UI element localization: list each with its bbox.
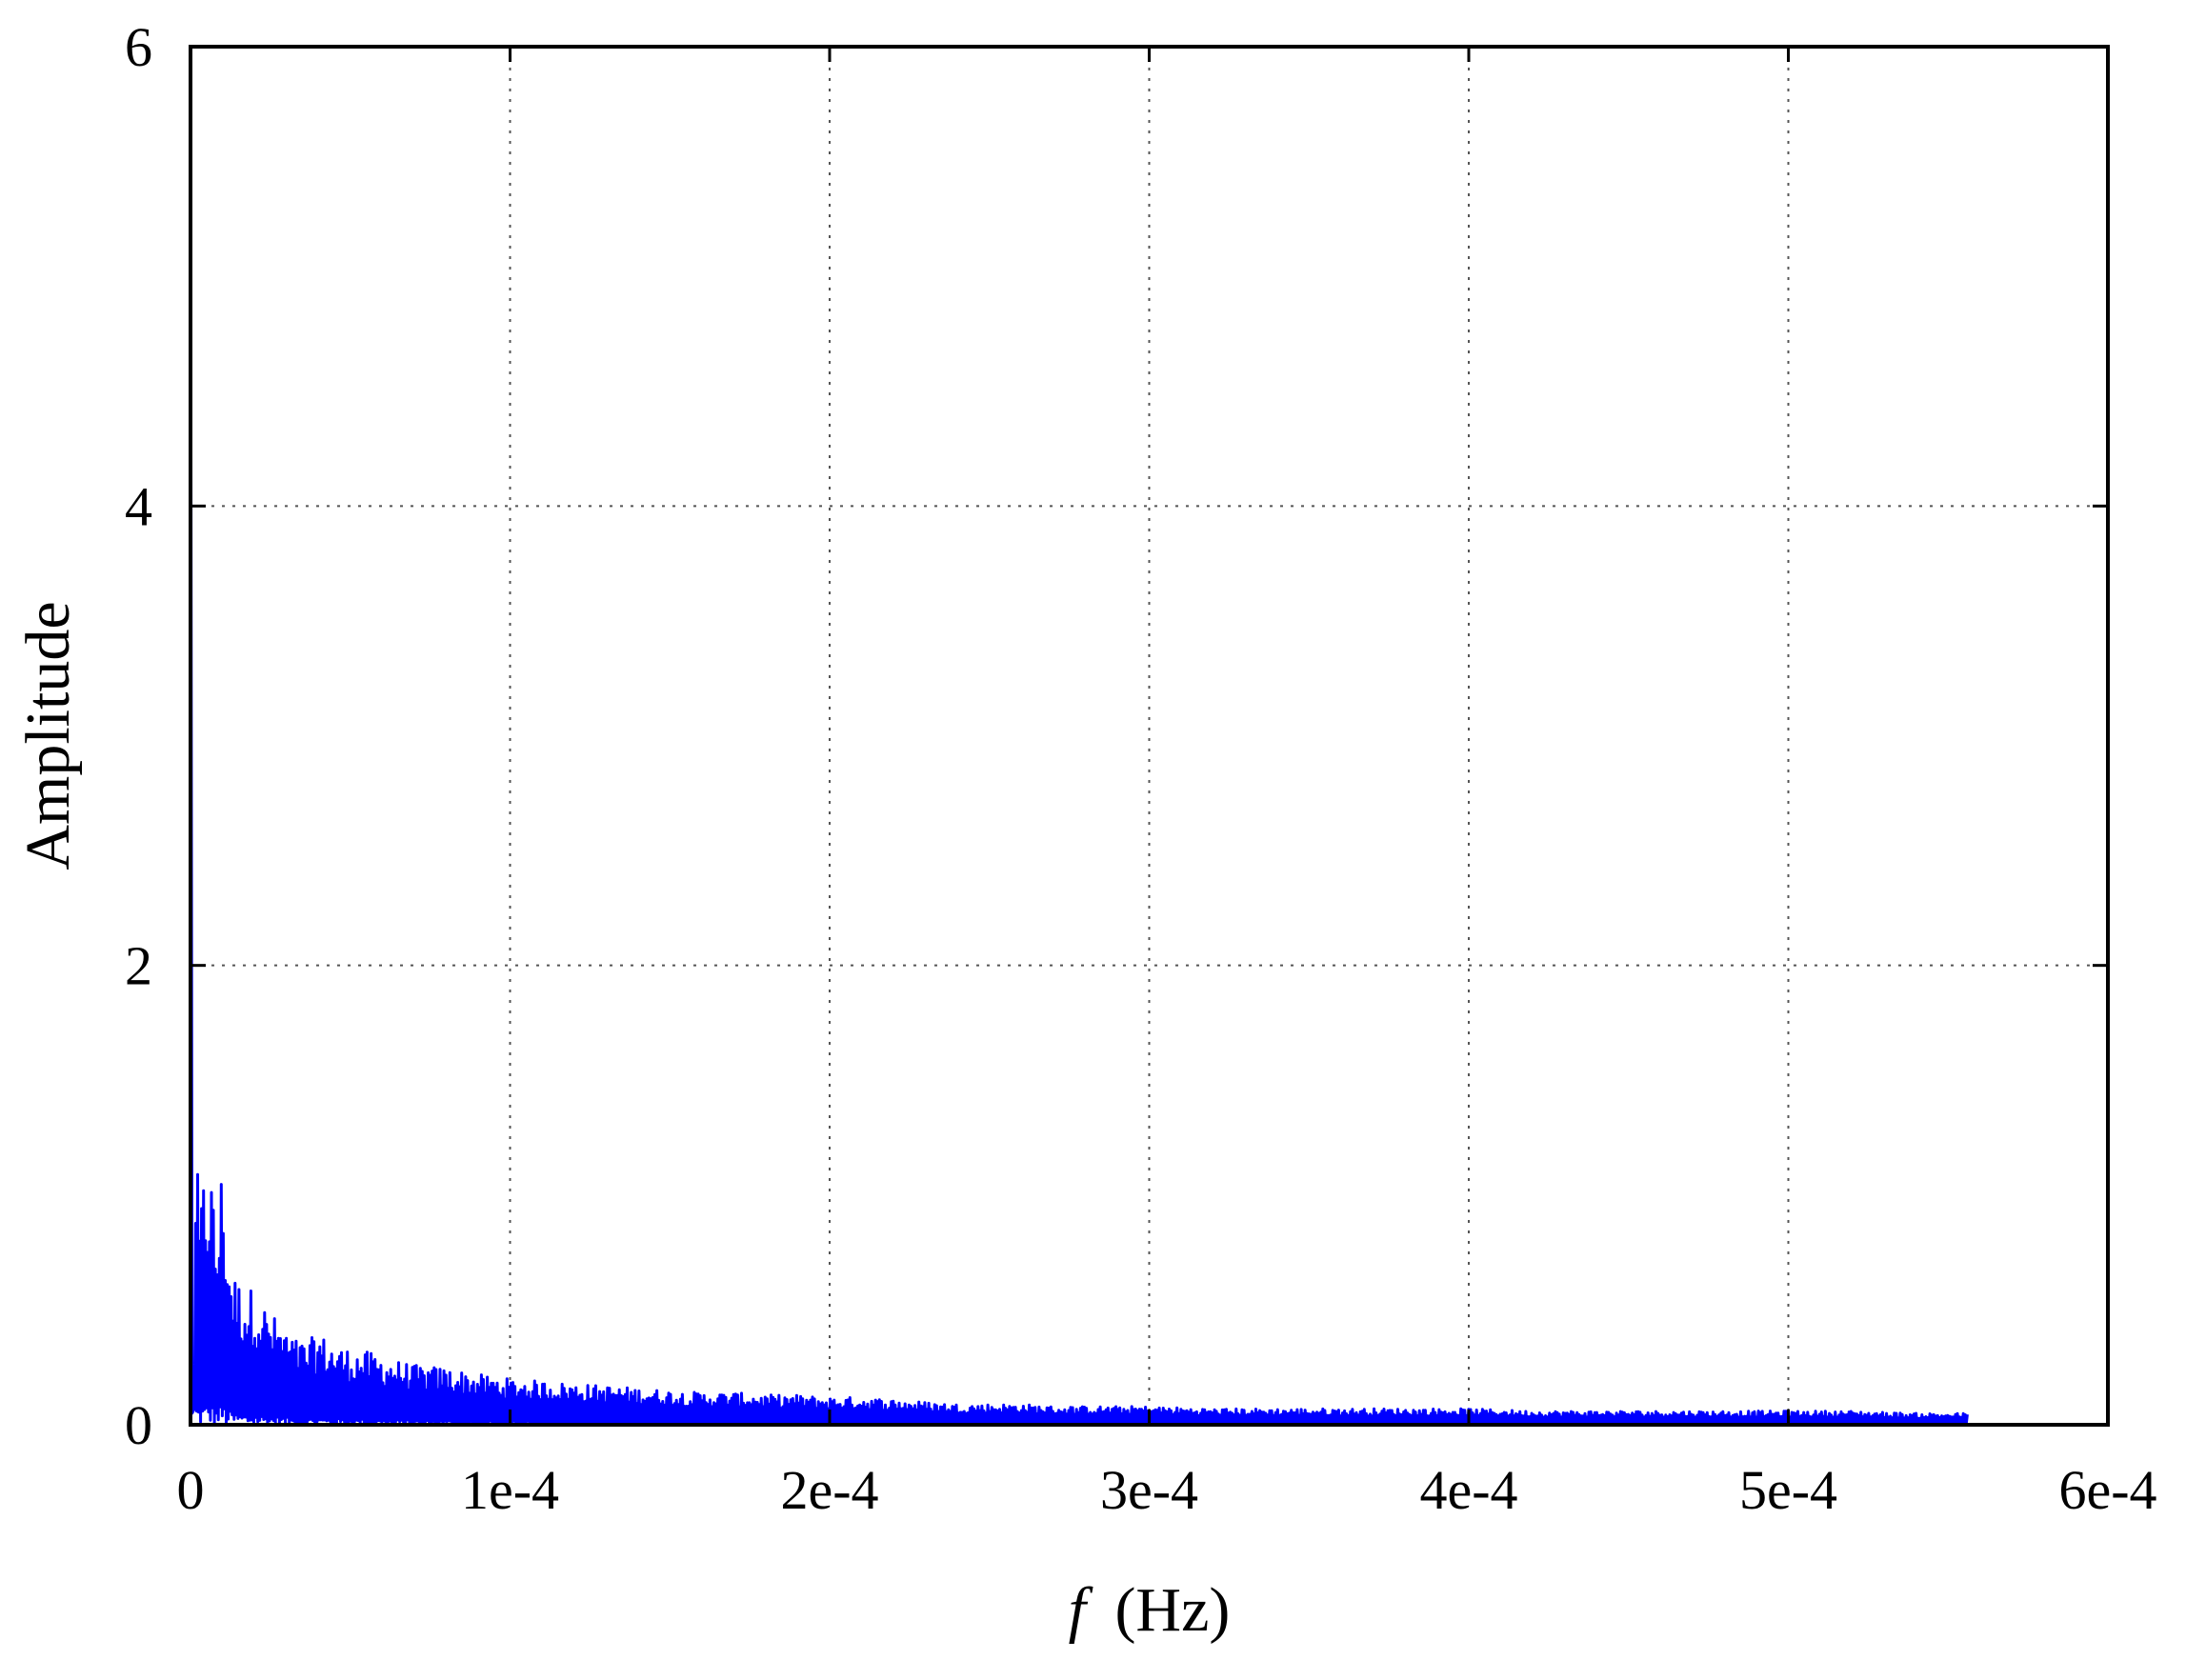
x-tick-label: 5e-4	[1739, 1459, 1837, 1521]
y-axis-label: Amplitude	[13, 601, 83, 870]
x-tick-label: 4e-4	[1419, 1459, 1517, 1521]
y-tick-label: 4	[125, 475, 152, 537]
spectrum-line	[189, 46, 1969, 1427]
axis-ticks	[189, 45, 2110, 1427]
y-tick-label: 6	[125, 16, 152, 78]
x-tick-label: 2e-4	[780, 1459, 878, 1521]
plot-frame	[189, 45, 2110, 1427]
x-tick-label: 1e-4	[461, 1459, 559, 1521]
plot-area	[189, 46, 1969, 1427]
x-axis-unit: (Hz)	[1114, 1575, 1230, 1645]
grid-lines	[191, 47, 2108, 1425]
x-tick-label: 6e-4	[2058, 1459, 2156, 1521]
y-tick-label: 0	[125, 1394, 152, 1456]
x-tick-label: 0	[177, 1459, 205, 1521]
x-axis-symbol: f	[1069, 1575, 1093, 1645]
x-tick-label: 3e-4	[1100, 1459, 1198, 1521]
tick-labels: 0 1e-4 2e-4 3e-4 4e-4 5e-4 6e-4 0 2 4 6	[125, 16, 2157, 1521]
y-tick-label: 2	[125, 935, 152, 997]
x-axis-label: f (Hz)	[1069, 1575, 1231, 1645]
